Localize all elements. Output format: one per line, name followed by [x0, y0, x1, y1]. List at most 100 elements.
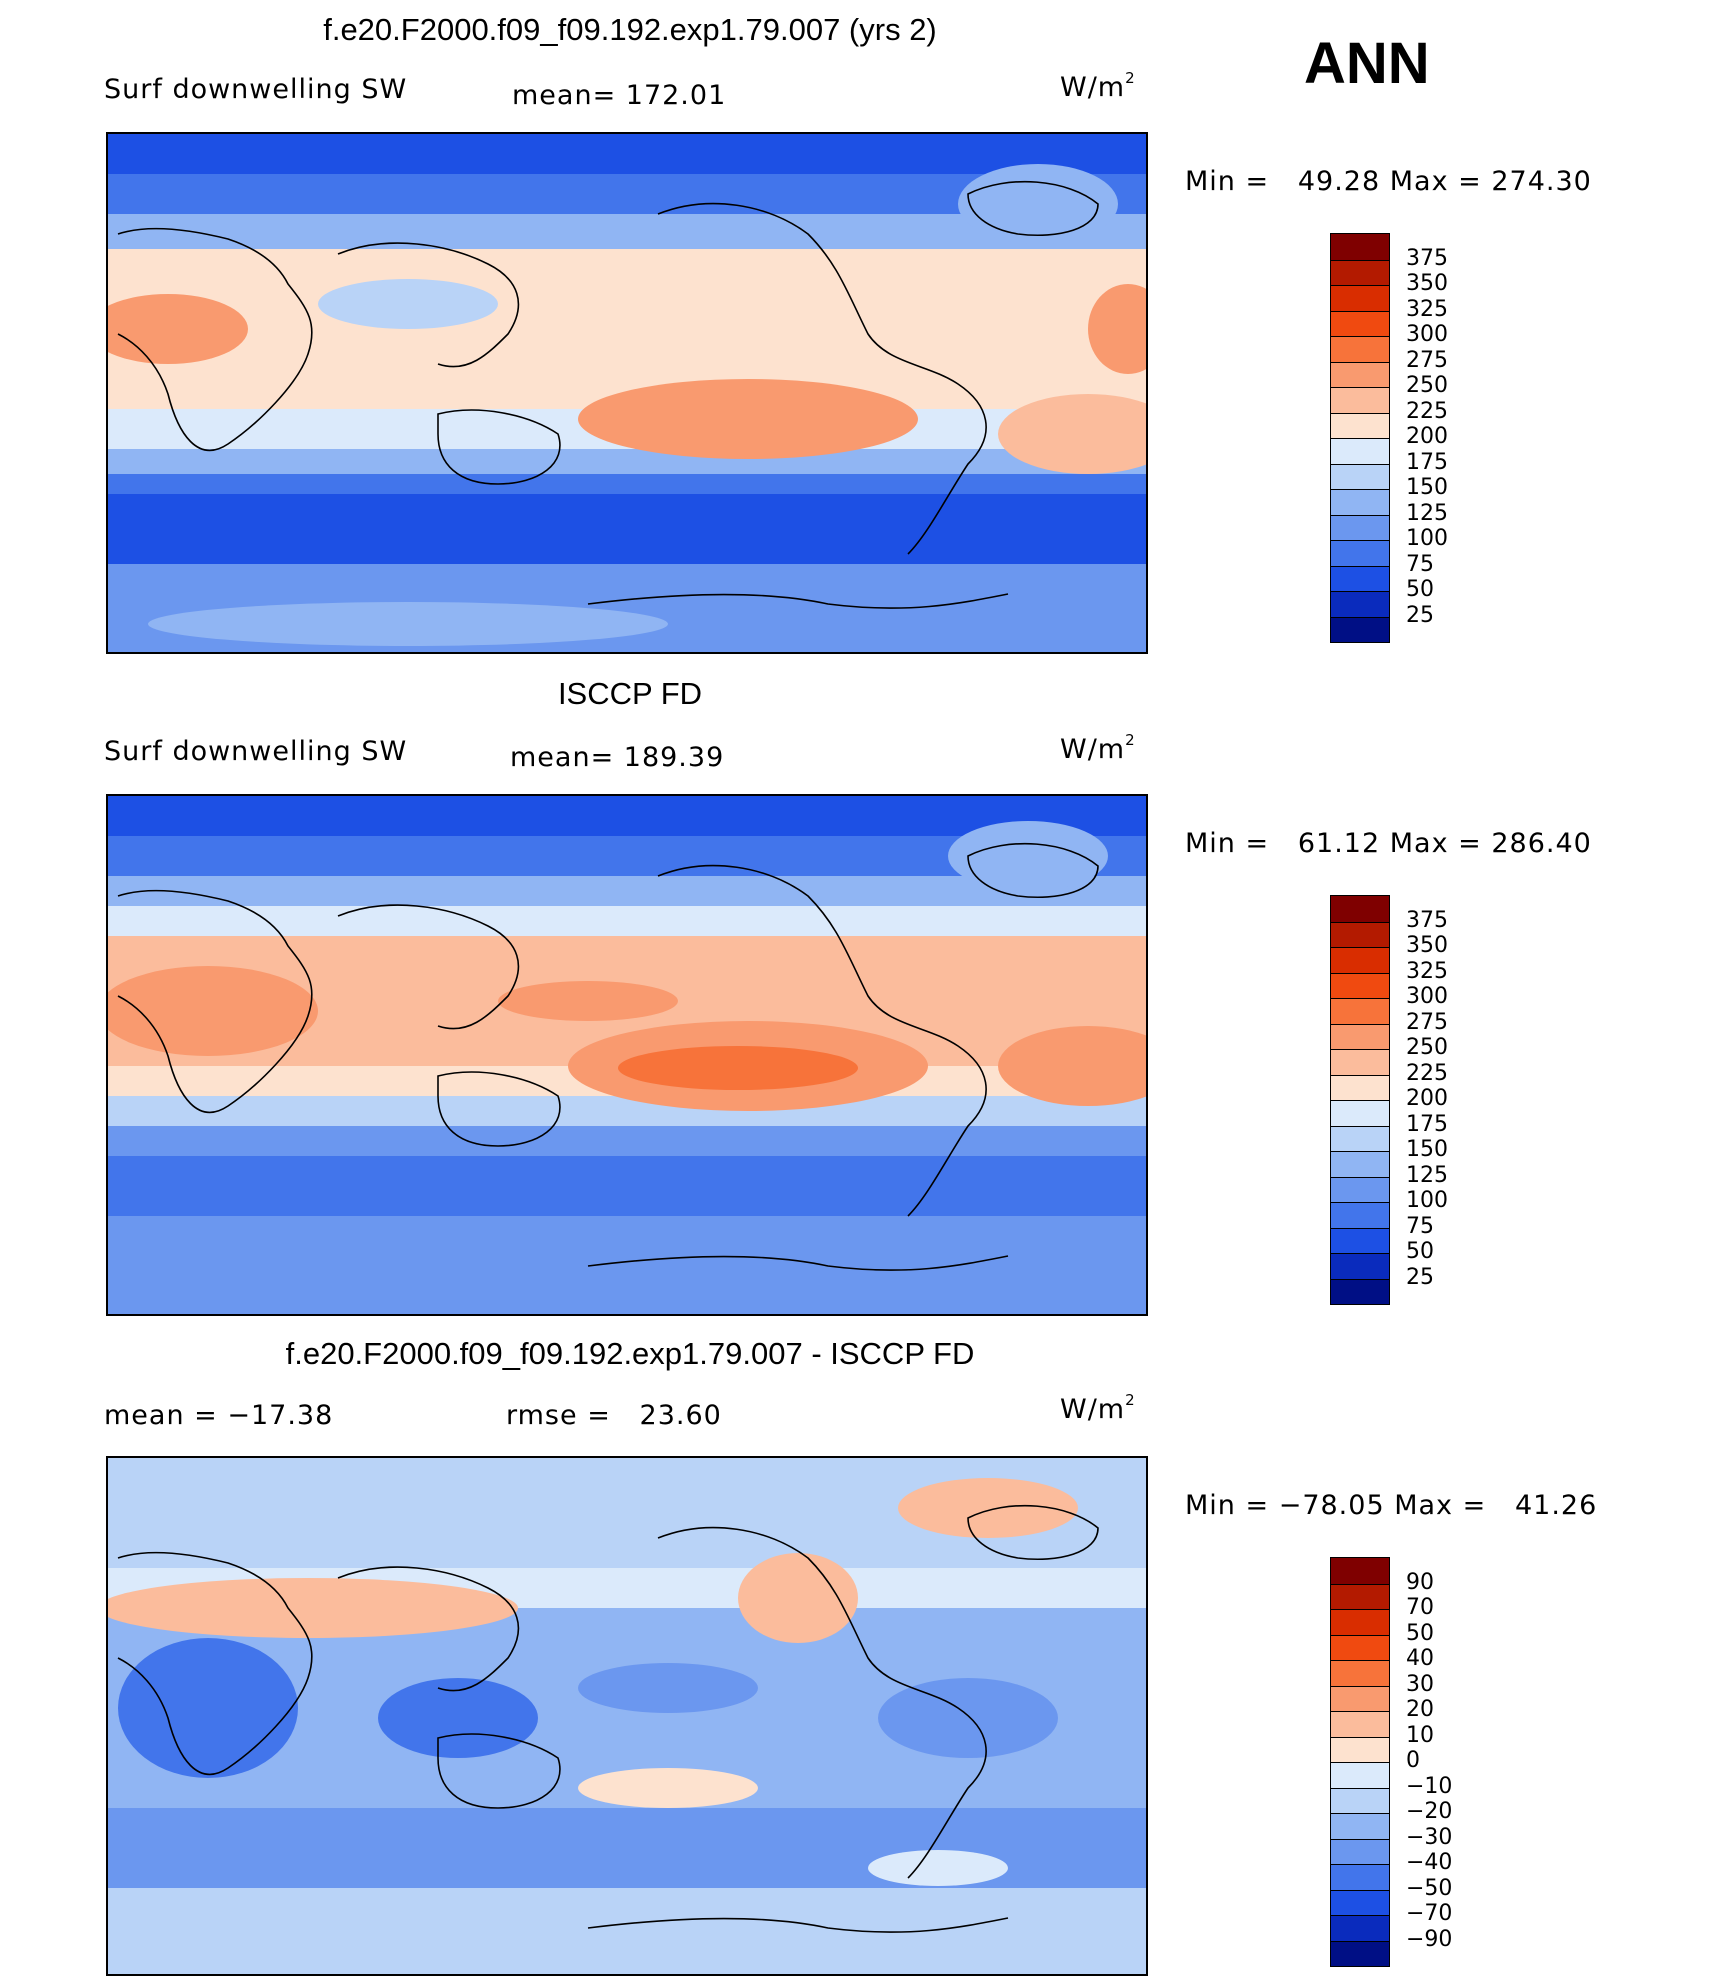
- colorbar-tick-label: 150: [1406, 1137, 1448, 1162]
- panel-2-variable-label: Surf downwelling SW: [104, 736, 408, 767]
- colorbar-cell: [1331, 896, 1389, 922]
- panel-3-colorbar: [1330, 1557, 1390, 1967]
- colorbar-cell: [1331, 1762, 1389, 1788]
- colorbar-tick-label: −40: [1406, 1850, 1453, 1875]
- colorbar-cell: [1331, 1583, 1389, 1609]
- colorbar-cell: [1331, 259, 1389, 285]
- colorbar-cell: [1331, 540, 1389, 566]
- colorbar-tick-label: 50: [1406, 1239, 1434, 1264]
- panel-3-minmax: Min = −78.05 Max = 41.26: [1185, 1490, 1598, 1521]
- colorbar-tick-label: −90: [1406, 1926, 1453, 1952]
- colorbar-cell: [1331, 1838, 1389, 1864]
- colorbar-tick-label: −70: [1406, 1901, 1453, 1926]
- panel-2-mean-label: mean= 189.39: [510, 742, 725, 773]
- colorbar-cell: [1331, 234, 1389, 260]
- colorbar-tick-label: 275: [1406, 1009, 1448, 1035]
- colorbar-tick-label: 25: [1406, 1264, 1434, 1290]
- panel-3-map: [106, 1456, 1148, 1976]
- panel-3-rmse-label: rmse = 23.60: [506, 1400, 722, 1431]
- panel-2-title: ISCCP FD: [557, 676, 703, 711]
- colorbar-tick-label: 225: [1406, 398, 1448, 424]
- panel-2-units-sup: 2: [1125, 731, 1136, 749]
- colorbar-tick-label: 150: [1406, 475, 1448, 500]
- colorbar-cell: [1331, 489, 1389, 515]
- colorbar-tick-label: 350: [1406, 933, 1448, 958]
- colorbar-cell: [1331, 438, 1389, 464]
- colorbar-tick-label: 325: [1406, 296, 1448, 322]
- panel-1-mean-label: mean= 172.01: [512, 80, 727, 111]
- coastlines: [117, 180, 1099, 609]
- colorbar-cell: [1331, 514, 1389, 540]
- colorbar-tick-label: 100: [1406, 526, 1448, 551]
- colorbar-cell: [1331, 463, 1389, 489]
- colorbar-tick-label: 30: [1406, 1671, 1434, 1697]
- colorbar-tick-label: 20: [1406, 1697, 1434, 1722]
- panel-2-units-text: W/m: [1060, 734, 1126, 765]
- panel-1-map: [106, 132, 1148, 654]
- colorbar-cell: [1331, 1864, 1389, 1890]
- colorbar-cell: [1331, 336, 1389, 362]
- colorbar-tick-label: 375: [1406, 245, 1448, 271]
- colorbar-cell: [1331, 1558, 1389, 1584]
- colorbar-cell: [1331, 1940, 1389, 1966]
- colorbar-cell: [1331, 1915, 1389, 1941]
- colorbar-cell: [1331, 1227, 1389, 1253]
- colorbar-cell: [1331, 1685, 1389, 1711]
- colorbar-tick-label: 225: [1406, 1060, 1448, 1086]
- colorbar-tick-label: 275: [1406, 347, 1448, 373]
- panel-3-units-text: W/m: [1060, 1394, 1126, 1425]
- colorbar-tick-label: 350: [1406, 271, 1448, 296]
- panel-3-mean-label: mean = −17.38: [104, 1400, 334, 1431]
- colorbar-cell: [1331, 947, 1389, 973]
- colorbar-cell: [1331, 1202, 1389, 1228]
- colorbar-tick-label: 250: [1406, 1035, 1448, 1060]
- colorbar-cell: [1331, 1176, 1389, 1202]
- panel-3-units: W/m2: [1060, 1391, 1136, 1425]
- colorbar-tick-label: 100: [1406, 1188, 1448, 1213]
- colorbar-tick-label: 0: [1406, 1748, 1420, 1773]
- colorbar-tick-label: 75: [1406, 551, 1434, 577]
- colorbar-tick-label: 125: [1406, 500, 1448, 526]
- colorbar-tick-label: 50: [1406, 577, 1434, 602]
- panel-3-units-sup: 2: [1125, 1391, 1136, 1409]
- colorbar-tick-label: 50: [1406, 1620, 1434, 1646]
- colorbar-tick-label: 300: [1406, 322, 1448, 347]
- colorbar-cell: [1331, 1253, 1389, 1279]
- colorbar-tick-label: −50: [1406, 1875, 1453, 1901]
- coastlines: [117, 1504, 1099, 1933]
- colorbar-cell: [1331, 1787, 1389, 1813]
- colorbar-cell: [1331, 616, 1389, 642]
- colorbar-cell: [1331, 1125, 1389, 1151]
- coastlines: [117, 842, 1099, 1271]
- panel-1-title: f.e20.F2000.f09_f09.192.exp1.79.007 (yrs…: [323, 12, 937, 47]
- colorbar-tick-label: 40: [1406, 1646, 1434, 1671]
- colorbar-cell: [1331, 387, 1389, 413]
- panel-1-colorbar: [1330, 233, 1390, 643]
- colorbar-tick-label: −20: [1406, 1799, 1453, 1824]
- colorbar-cell: [1331, 1151, 1389, 1177]
- colorbar-cell: [1331, 1100, 1389, 1126]
- colorbar-cell: [1331, 1660, 1389, 1686]
- colorbar-cell: [1331, 1609, 1389, 1635]
- panel-2-units: W/m2: [1060, 731, 1136, 765]
- colorbar-cell: [1331, 1813, 1389, 1839]
- colorbar-tick-label: 90: [1406, 1569, 1434, 1595]
- panel-1-minmax: Min = 49.28 Max = 274.30: [1185, 166, 1592, 197]
- colorbar-cell: [1331, 565, 1389, 591]
- colorbar-tick-label: 325: [1406, 958, 1448, 984]
- colorbar-tick-label: 175: [1406, 449, 1448, 475]
- colorbar-cell: [1331, 285, 1389, 311]
- colorbar-tick-label: 75: [1406, 1213, 1434, 1239]
- colorbar-cell: [1331, 361, 1389, 387]
- colorbar-tick-label: 25: [1406, 602, 1434, 628]
- panel-1-units: W/m2: [1060, 69, 1136, 103]
- colorbar-tick-label: −30: [1406, 1824, 1453, 1850]
- colorbar-cell: [1331, 972, 1389, 998]
- colorbar-tick-label: 175: [1406, 1111, 1448, 1137]
- colorbar-cell: [1331, 1634, 1389, 1660]
- colorbar-cell: [1331, 998, 1389, 1024]
- colorbar-cell: [1331, 1889, 1389, 1915]
- colorbar-tick-label: 300: [1406, 984, 1448, 1009]
- colorbar-cell: [1331, 1023, 1389, 1049]
- colorbar-cell: [1331, 921, 1389, 947]
